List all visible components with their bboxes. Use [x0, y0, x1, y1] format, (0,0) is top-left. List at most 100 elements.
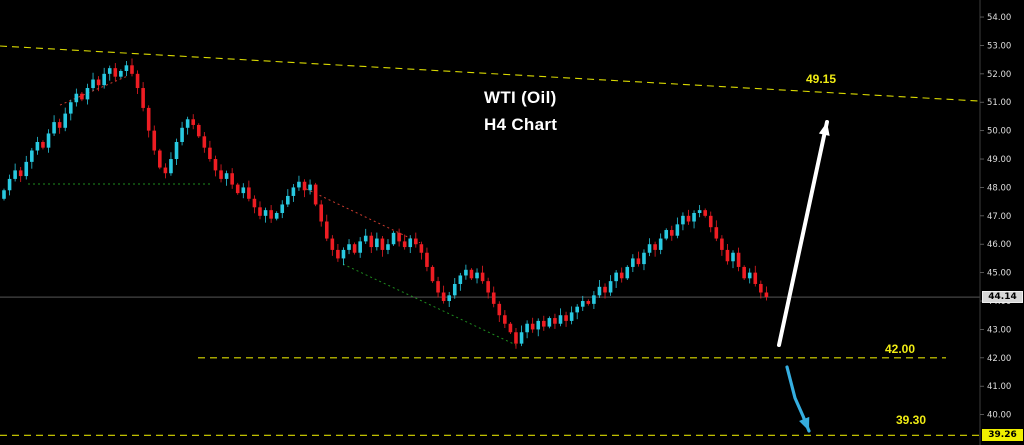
candle-body — [542, 320, 546, 327]
candle-body — [664, 230, 669, 239]
candle-body — [402, 241, 407, 248]
candle-body — [753, 272, 758, 284]
axis-tick-label: 46.00 — [987, 240, 1011, 250]
candle-body — [447, 295, 451, 302]
candle-body — [52, 122, 56, 134]
symbol-title: WTI (Oil) — [484, 88, 557, 107]
candle-body — [369, 235, 374, 248]
candle-body — [30, 150, 34, 162]
axis-tick-label: 53.00 — [987, 41, 1011, 51]
candle-body — [725, 249, 730, 262]
candle-body — [697, 210, 702, 213]
axis-tick-label: 42.00 — [987, 354, 1011, 364]
candle-body — [497, 303, 502, 316]
candle-body — [302, 181, 307, 191]
price-axis[interactable]: 54.00 53.00 52.00 51.00 50.00 49.00 48.00 47.00… — [979, 0, 1011, 445]
candle-body — [747, 272, 752, 279]
mid-support-slope — [342, 263, 517, 346]
candle-body — [486, 281, 490, 293]
candle-body — [235, 184, 240, 194]
candle-body — [569, 312, 574, 321]
candle-body — [525, 323, 529, 333]
candle-body — [380, 238, 385, 250]
candle-body — [330, 238, 335, 250]
candle-body — [13, 170, 17, 179]
candle-body — [41, 141, 45, 148]
candle-body — [135, 73, 140, 89]
candle-body — [430, 266, 435, 282]
candle-body — [185, 119, 190, 128]
candle-body — [658, 238, 663, 250]
candle-body — [592, 295, 596, 304]
bearish-alternative-arrow-head — [799, 416, 810, 431]
candle-body — [425, 252, 429, 267]
candle-body — [464, 269, 468, 276]
candle-body — [736, 252, 741, 267]
candle-body — [18, 170, 23, 177]
axis-tick-label: 48.00 — [987, 183, 1011, 193]
candle-body — [107, 68, 112, 74]
candle-body — [625, 266, 630, 279]
candle-body — [119, 70, 123, 77]
candle-body — [703, 210, 707, 216]
chart-title: WTI (Oil) H4 Chart — [484, 84, 557, 138]
candle-body — [141, 88, 145, 108]
candle-body — [514, 332, 518, 344]
candle-body — [503, 315, 507, 324]
candle-body — [274, 212, 279, 219]
candle-body — [597, 286, 602, 296]
candle-body — [80, 93, 84, 100]
candle-body — [469, 269, 474, 279]
axis-tick-label: 51.00 — [987, 98, 1011, 108]
candle-body — [286, 195, 290, 205]
candle-body — [742, 266, 746, 279]
candle-body — [130, 65, 134, 74]
candle-body — [347, 244, 351, 250]
candle-body — [336, 249, 340, 259]
candle-body — [436, 281, 440, 293]
candle-body — [375, 238, 379, 248]
candle-body — [24, 161, 29, 177]
candle-body — [202, 136, 207, 148]
candle-body — [63, 113, 68, 128]
candle-body — [358, 241, 362, 253]
candle-body — [575, 306, 579, 313]
axis-tick-label: 40.00 — [987, 411, 1011, 421]
lower-support-price-label: 39.30 — [896, 413, 927, 427]
candle-body — [458, 275, 463, 284]
candle-body — [213, 159, 218, 171]
candle-body — [263, 210, 268, 216]
current-price-badge: 44.14 — [982, 291, 1023, 303]
candle-body — [731, 252, 735, 262]
candle-body — [586, 301, 591, 304]
descending-resistance — [0, 45, 981, 102]
trendlines-layer — [0, 45, 981, 436]
candle-body — [96, 79, 101, 86]
candle-body — [269, 210, 273, 219]
mid-down-trend — [305, 188, 421, 244]
candle-body — [291, 187, 296, 196]
candle-body — [2, 190, 6, 199]
candle-body — [386, 244, 390, 250]
support-price-label: 42.00 — [885, 342, 916, 356]
candle-body — [564, 315, 568, 321]
candle-body — [219, 170, 223, 179]
candle-body — [391, 232, 396, 245]
candle-body — [631, 258, 635, 267]
candle-body — [653, 244, 657, 250]
candle-body — [714, 227, 719, 239]
candle-body — [297, 181, 301, 188]
candle-body — [35, 141, 40, 151]
candle-body — [397, 232, 401, 242]
axis-tick-label: 50.00 — [987, 127, 1011, 137]
candle-body — [720, 238, 724, 250]
candle-body — [224, 173, 229, 179]
candle-body — [319, 204, 324, 222]
candle-body — [113, 68, 118, 77]
candle-body — [408, 238, 413, 248]
candle-body — [352, 244, 357, 253]
candle-body — [7, 178, 12, 191]
